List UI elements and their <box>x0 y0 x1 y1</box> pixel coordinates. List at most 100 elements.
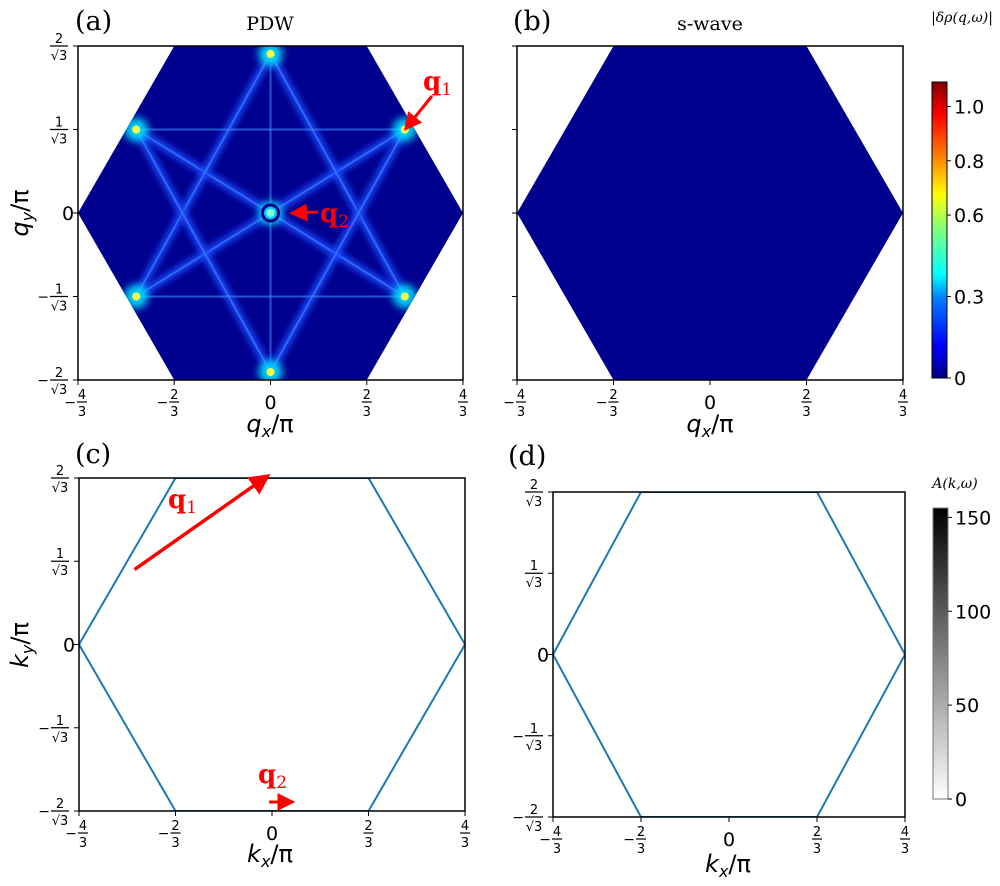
plot-area <box>517 46 903 380</box>
y-tick-label: 1√3 <box>525 559 543 591</box>
panel-label: (a) <box>75 6 112 37</box>
y-axis-label: ky/π <box>6 622 37 668</box>
y-tick-label-numerator: 1 <box>55 115 63 130</box>
hot-spot <box>132 125 141 134</box>
x-tick-label-numerator: 2 <box>637 825 645 840</box>
x-tick-label-denominator: 3 <box>609 405 617 420</box>
annotation-q1-main: q <box>423 67 441 97</box>
y-axis-label-sub: y <box>18 211 37 222</box>
x-tick-label: 43 <box>898 388 908 420</box>
y-tick-label-sign: − <box>37 373 49 389</box>
y-tick-label-numerator: 1 <box>530 722 538 737</box>
x-tick-label: 43 <box>900 825 910 857</box>
annotation-q1-main: q <box>168 485 186 515</box>
intensity-ridge-core <box>269 129 406 373</box>
colorbar-gradient <box>932 507 949 800</box>
y-tick-label-numerator: 2 <box>55 32 63 47</box>
y-tick-label: 2 √3− <box>37 366 68 398</box>
x-tick-label-numerator: 4 <box>79 819 87 834</box>
x-tick-label: 2 3− <box>596 388 619 420</box>
annotation-q1: q1 <box>423 67 452 100</box>
y-tick-label-numerator: 2 <box>530 803 538 818</box>
y-tick-label-numerator: 1 <box>56 714 64 729</box>
x-axis-label: kx/π <box>705 850 751 881</box>
x-tick-label-denominator: 3 <box>517 405 525 420</box>
x-axis-label-main: q <box>686 410 701 438</box>
x-tick-label-text: 0 <box>264 392 276 414</box>
axes-frame <box>552 491 906 818</box>
x-tick-label: 2 3− <box>623 825 646 857</box>
y-tick-label-numerator: 2 <box>56 464 64 479</box>
x-tick-label: 2 3− <box>158 819 181 851</box>
panel-label: (d) <box>508 441 546 472</box>
y-tick-label-denominator: √3 <box>51 300 68 315</box>
y-tick-label-denominator: √3 <box>52 564 69 579</box>
colorbar-tick-label: 0.3 <box>954 287 984 309</box>
x-tick-label-numerator: 4 <box>899 388 907 403</box>
y-tick-label-denominator: √3 <box>52 731 69 746</box>
hot-spot <box>266 49 275 58</box>
y-tick-label-denominator: √3 <box>526 576 543 591</box>
x-tick-label-denominator: 3 <box>901 842 909 857</box>
x-axis-label-main: k <box>705 850 720 878</box>
x-tick-label-numerator: 2 <box>171 819 179 834</box>
intensity-ridge-core <box>135 53 272 297</box>
y-tick-label: 0 <box>63 635 75 657</box>
colorbar-gradient <box>931 81 948 379</box>
y-tick-label-denominator: √3 <box>526 820 543 835</box>
x-tick-label-denominator: 3 <box>171 836 179 851</box>
y-tick-label-sign: − <box>38 804 50 820</box>
x-tick-label: 4 3− <box>503 388 526 420</box>
y-tick-label: 1 √3− <box>37 283 68 315</box>
x-axis-label-rest: /π <box>271 410 294 438</box>
x-tick-label-numerator: 2 <box>364 819 372 834</box>
x-tick-label-denominator: 3 <box>459 405 467 420</box>
colorbar-tick-label: 100 <box>955 601 991 623</box>
plot-area <box>553 492 905 817</box>
plot-area <box>78 46 463 380</box>
y-tick-label-denominator: √3 <box>52 481 69 496</box>
x-tick-label-sign: − <box>65 826 77 842</box>
y-tick-label: 2√3 <box>50 32 68 64</box>
annotation-q2: q2 <box>258 760 287 793</box>
colorbar-tick-label: 0.8 <box>954 151 984 173</box>
x-axis-label: qx/π <box>686 410 733 441</box>
annotation-q2-sub: 2 <box>276 773 287 793</box>
x-tick-label-denominator: 3 <box>170 405 178 420</box>
x-tick-label-sign: − <box>623 832 635 848</box>
x-tick-label-sign: − <box>157 395 169 411</box>
colorbar-tick-label: 0.6 <box>954 205 984 227</box>
x-tick-label-denominator: 3 <box>637 842 645 857</box>
x-tick-label-numerator: 2 <box>363 388 371 403</box>
y-tick-label-denominator: √3 <box>526 495 543 510</box>
intensity-ridge-core <box>135 129 272 373</box>
colorbar-tick-label: 1.0 <box>954 96 984 118</box>
x-tick-label: 0 <box>723 829 735 851</box>
x-tick-label: 4 3− <box>64 388 87 420</box>
hot-spot <box>266 209 275 217</box>
intensity-ridge-core <box>269 53 406 297</box>
y-tick-label: 1 √3− <box>38 714 69 746</box>
x-tick-label: 23 <box>363 819 374 851</box>
y-tick-label-numerator: 1 <box>56 547 64 562</box>
y-tick-label-numerator: 1 <box>55 283 63 298</box>
x-tick-label-sign: − <box>596 395 608 411</box>
y-tick-label-denominator: √3 <box>51 132 68 147</box>
x-tick-label: 0 <box>264 392 276 414</box>
y-tick-label: 1√3 <box>51 547 69 579</box>
y-tick-label-numerator: 2 <box>530 478 538 493</box>
x-axis-label-rest: /π <box>711 410 734 438</box>
heatmap-features <box>124 46 417 380</box>
y-axis-label-rest: /π <box>6 189 34 212</box>
x-axis-label-sub: x <box>701 422 712 441</box>
x-axis-label-rest: /π <box>728 850 751 878</box>
arrow-q2 <box>289 203 319 222</box>
annotation-q1: q1 <box>168 485 197 518</box>
panel-title: s-wave <box>677 13 743 35</box>
x-tick-label: 2 3− <box>157 388 180 420</box>
y-tick-label-sign: − <box>512 810 524 826</box>
colorbar-tick-label: 150 <box>955 507 991 529</box>
x-tick-label-sign: − <box>503 395 515 411</box>
